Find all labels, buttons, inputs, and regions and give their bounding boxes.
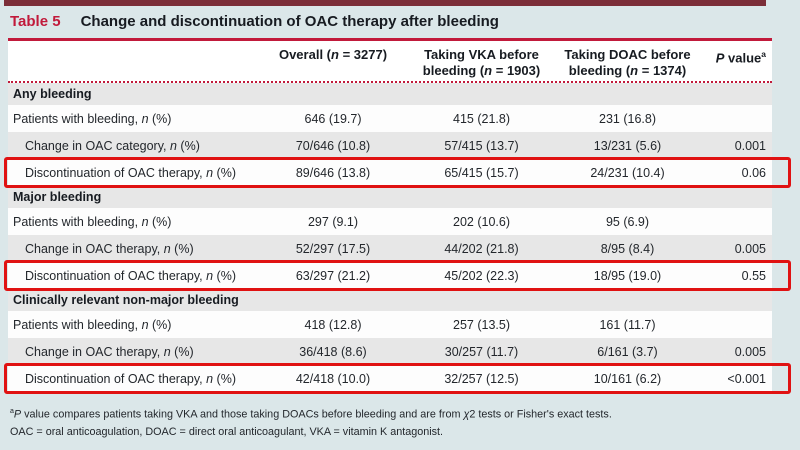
table-caption: Table 5 Change and discontinuation of OA…: [0, 0, 800, 31]
table-row: Patients with bleeding, n (%) 297 (9.1) 20…: [8, 208, 772, 235]
table-header-row: Overall (n = 3277) Taking VKA before ble…: [8, 41, 772, 83]
row-label: Discontinuation of OAC therapy, n (%): [25, 268, 236, 283]
cell-vka: 45/202 (22.3): [444, 268, 519, 283]
footnote-line: aP value compares patients taking VKA an…: [10, 408, 612, 421]
caption-rule: [8, 38, 772, 41]
cell-vka: 57/415 (13.7): [444, 138, 519, 153]
cell-pvalue: 0.55: [741, 268, 766, 283]
cell-doac: 6/161 (3.7): [597, 344, 658, 359]
row-label: Change in OAC therapy, n (%): [25, 241, 194, 256]
section-header: Any bleeding: [8, 83, 772, 105]
column-header-vka: Taking VKA before bleeding (n = 1903): [422, 47, 541, 78]
cell-doac: 10/161 (6.2): [593, 371, 662, 386]
cell-pvalue: 0.06: [741, 165, 766, 180]
cell-overall: 646 (19.7): [304, 111, 362, 126]
cell-doac: 24/231 (10.4): [590, 165, 665, 180]
cell-vka: 257 (13.5): [453, 317, 510, 332]
cell-doac: 161 (11.7): [599, 317, 656, 332]
row-label: Discontinuation of OAC therapy, n (%): [25, 371, 236, 386]
table-row: Change in OAC therapy, n (%) 52/297 (17.5…: [8, 235, 772, 262]
table-row: Patients with bleeding, n (%) 418 (12.8) 2…: [8, 311, 772, 338]
table-row: Change in OAC therapy, n (%) 36/418 (8.6)…: [8, 338, 772, 365]
column-header-overall: Overall (n = 3277): [278, 47, 388, 62]
row-label: Patients with bleeding, n (%): [13, 317, 172, 332]
cell-doac: 231 (16.8): [599, 111, 656, 126]
cell-vka: 65/415 (15.7): [444, 165, 519, 180]
cell-pvalue: <0.001: [727, 371, 766, 386]
row-label: Change in OAC therapy, n (%): [25, 344, 194, 359]
cell-vka: 202 (10.6): [453, 214, 510, 229]
cell-overall: 36/418 (8.6): [299, 344, 367, 359]
cell-overall: 418 (12.8): [304, 317, 362, 332]
cell-overall: 297 (9.1): [307, 214, 359, 229]
table-body: Any bleeding Patients with bleeding, n (%…: [4, 83, 791, 394]
cell-overall: 63/297 (21.2): [295, 268, 371, 283]
table-row: Patients with bleeding, n (%) 646 (19.7) 4…: [8, 105, 772, 132]
cell-pvalue: 0.001: [734, 138, 766, 153]
footnote-line: OAC = oral anticoagulation, DOAC = direc…: [10, 425, 444, 438]
column-header-pvalue: P valuea: [715, 49, 766, 66]
cell-pvalue: 0.005: [734, 344, 766, 359]
cell-overall: 52/297 (17.5): [295, 241, 371, 256]
cell-overall: 42/418 (10.0): [295, 371, 371, 386]
data-table: Overall (n = 3277) Taking VKA before ble…: [4, 41, 791, 394]
column-header-label: [8, 41, 258, 47]
cell-doac: 95 (6.9): [605, 214, 650, 229]
row-label: Patients with bleeding, n (%): [13, 111, 172, 126]
section-header: Clinically relevant non-major bleeding: [8, 289, 772, 311]
table-number-label: Table 5: [10, 13, 61, 30]
cell-vka: 44/202 (21.8): [444, 241, 519, 256]
row-label: Discontinuation of OAC therapy, n (%): [25, 165, 236, 180]
cell-vka: 30/257 (11.7): [444, 344, 519, 359]
row-label: Change in OAC category, n (%): [25, 138, 200, 153]
cell-overall: 89/646 (13.8): [295, 165, 371, 180]
cell-doac: 18/95 (19.0): [593, 268, 662, 283]
table-row: Discontinuation of OAC therapy, n (%) 89/…: [4, 157, 791, 188]
table-row: Discontinuation of OAC therapy, n (%) 63/…: [4, 260, 791, 291]
cell-vka: 415 (21.8): [453, 111, 510, 126]
table-title: Change and discontinuation of OAC therap…: [80, 13, 499, 30]
cell-vka: 32/257 (12.5): [444, 371, 519, 386]
cell-doac: 8/95 (8.4): [600, 241, 655, 256]
table-row: Discontinuation of OAC therapy, n (%) 42/…: [4, 363, 791, 394]
cell-doac: 13/231 (5.6): [593, 138, 662, 153]
table-row: Change in OAC category, n (%) 70/646 (10.…: [8, 132, 772, 159]
column-header-doac: Taking DOAC before bleeding (n = 1374): [564, 47, 691, 78]
section-header: Major bleeding: [8, 186, 772, 208]
row-label: Patients with bleeding, n (%): [13, 214, 172, 229]
cell-pvalue: 0.005: [734, 241, 766, 256]
footnotes: aP value compares patients taking VKA an…: [10, 403, 800, 441]
cell-overall: 70/646 (10.8): [295, 138, 371, 153]
top-accent-bar: [4, 0, 766, 6]
